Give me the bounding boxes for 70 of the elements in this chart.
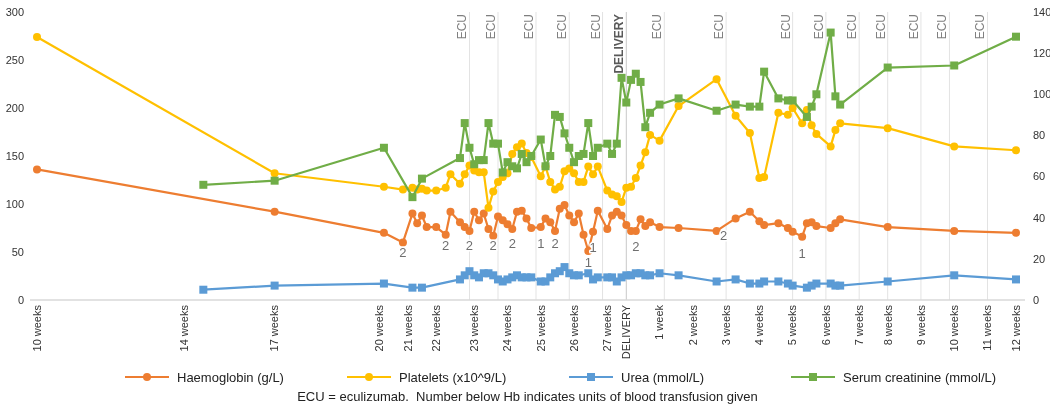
- y2-tick-label: 40: [1033, 211, 1046, 224]
- x-tick-label: 17 weeks: [268, 304, 281, 352]
- annotation: 2: [551, 235, 559, 251]
- annotation: 2: [720, 228, 728, 244]
- legend-label: Serum creatinine (mmol/L): [843, 369, 997, 385]
- y2-tick-label: 80: [1033, 129, 1046, 142]
- x-tick-label: 26 weeks: [567, 304, 580, 352]
- annotation: 1: [537, 235, 545, 251]
- x-tick-label: 10 weeks: [30, 304, 43, 352]
- legend-label: Urea (mmol/L): [621, 369, 705, 385]
- x-tick-label: 10 weeks: [948, 304, 961, 352]
- x-tick-label: 24 weeks: [501, 304, 514, 352]
- annotation: 2: [442, 237, 450, 253]
- y2-tick-label: 120: [1033, 46, 1050, 59]
- annotation: 2: [489, 237, 497, 253]
- y2-tick-label: 60: [1033, 170, 1046, 183]
- annotation: 1: [584, 255, 592, 271]
- x-tick-label: 9 weeks: [914, 304, 927, 346]
- x-tick-label: 3 weeks: [719, 304, 732, 346]
- x-tick-label: 14 weeks: [178, 304, 191, 352]
- x-tick-label: 23 weeks: [468, 304, 481, 352]
- annotation: 2: [632, 238, 640, 254]
- annotation: ECU: [522, 14, 536, 40]
- annotation: ECU: [588, 14, 603, 40]
- x-tick-label: 2 weeks: [686, 304, 699, 346]
- legend-label: Platelets (x10^9/L): [399, 369, 507, 385]
- annotation: DELIVERY: [612, 14, 627, 74]
- annotation: ECU: [483, 14, 498, 40]
- x-tick-label: 20 weeks: [373, 304, 386, 352]
- x-tick-label: 12 weeks: [1009, 304, 1022, 352]
- y-tick-label: 200: [5, 101, 24, 114]
- annotation: ECU: [935, 14, 950, 40]
- y-tick-label: 300: [5, 5, 24, 18]
- y-tick-label: 50: [11, 245, 24, 258]
- x-tick-label: 4 weeks: [753, 304, 766, 346]
- text: ECU = eculizumab. Number below Hb indicates units of blood transfusion given: [297, 388, 758, 404]
- y-tick-label: 150: [5, 149, 24, 162]
- annotation: 1: [798, 245, 806, 261]
- annotation: ECU: [973, 14, 988, 40]
- y-tick-label: 100: [5, 197, 24, 210]
- x-tick-label: 7 weeks: [853, 304, 866, 346]
- annotation: ECU: [650, 14, 665, 40]
- x-tick-label: 8 weeks: [881, 304, 894, 346]
- annotation: ECU: [845, 14, 860, 40]
- y2-tick-label: 0: [1033, 293, 1040, 306]
- legend-label: Haemoglobin (g/L): [177, 369, 284, 385]
- annotation: 2: [465, 237, 474, 253]
- x-tick-label: 1 week: [653, 304, 666, 340]
- x-tick-label: DELIVERY: [620, 304, 633, 360]
- annotation: ECU: [811, 14, 826, 40]
- y2-tick-label: 140: [1033, 5, 1050, 18]
- y-tick-label: 0: [17, 293, 24, 306]
- annotation: ECU: [555, 14, 570, 40]
- x-tick-label: 25 weeks: [534, 304, 547, 352]
- annotation: ECU: [873, 14, 888, 40]
- annotation: 2: [399, 244, 407, 260]
- annotation: ECU: [712, 14, 727, 40]
- annotation: ECU: [906, 14, 921, 40]
- x-tick-label: 22 weeks: [430, 304, 443, 352]
- annotation: ECU: [778, 14, 793, 40]
- annotation: ECU: [455, 14, 470, 40]
- annotation: 2: [508, 235, 516, 251]
- x-tick-label: 11 weeks: [981, 304, 994, 351]
- y2-tick-label: 100: [1033, 88, 1050, 101]
- x-tick-label: 21 weeks: [401, 304, 414, 352]
- y-tick-label: 250: [5, 53, 24, 66]
- x-tick-label: 5 weeks: [786, 304, 799, 346]
- x-tick-label: 6 weeks: [819, 304, 832, 346]
- y2-tick-label: 20: [1033, 252, 1046, 265]
- x-tick-label: 27 weeks: [601, 304, 614, 352]
